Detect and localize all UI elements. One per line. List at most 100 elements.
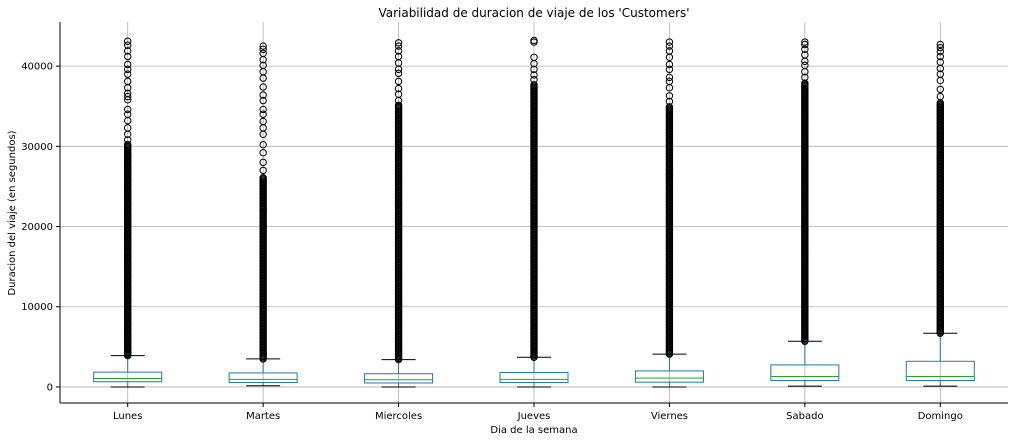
flier: [259, 91, 267, 99]
flier: [936, 70, 944, 78]
y-tick-label: 30000: [21, 142, 53, 153]
flier: [801, 45, 809, 53]
flier: [124, 47, 132, 55]
flier: [259, 166, 267, 175]
flier: [124, 110, 132, 118]
box-sabado: [770, 38, 840, 387]
flier: [530, 53, 538, 61]
box-martes: [228, 42, 298, 387]
box-viernes: [634, 38, 704, 388]
flier: [259, 205, 267, 214]
flier: [259, 117, 267, 126]
box-iqr: [770, 364, 840, 382]
flier: [394, 90, 403, 98]
flier: [259, 105, 267, 114]
x-tick-label: Martes: [246, 411, 280, 422]
flier: [394, 39, 403, 47]
box-iqr: [905, 360, 975, 382]
x-tick-label: Jueves: [517, 411, 551, 422]
flier: [259, 83, 267, 91]
flier: [259, 141, 267, 149]
y-tick-label: 10000: [21, 302, 53, 313]
flier: [124, 41, 132, 49]
flier: [665, 73, 674, 82]
x-tick-label: Sabado: [786, 411, 823, 422]
flier: [259, 173, 267, 182]
flier: [665, 103, 674, 111]
y-axis-label: Duracion del viaje (en segundos): [7, 130, 18, 295]
flier: [801, 73, 809, 82]
flier: [124, 70, 132, 78]
flier: [124, 60, 132, 69]
flier: [124, 124, 132, 132]
flier: [801, 61, 809, 70]
flier: [665, 60, 674, 69]
flier: [530, 36, 538, 45]
y-tick-label: 20000: [21, 222, 53, 233]
flier: [530, 65, 538, 74]
flier: [259, 49, 267, 57]
box-jueves: [499, 36, 569, 388]
flier: [936, 43, 944, 52]
flier: [665, 38, 674, 46]
box-iqr: [499, 372, 569, 384]
box-series: [93, 36, 975, 388]
flier: [394, 69, 403, 78]
chart-title: Variabilidad de duracion de viaje de los…: [378, 6, 689, 20]
flier: [124, 92, 132, 101]
flier: [124, 136, 132, 144]
flier: [394, 42, 403, 50]
flier: [259, 96, 267, 105]
x-axis-label: Dia de la semana: [490, 425, 577, 436]
flier: [936, 47, 944, 56]
flier: [530, 200, 538, 208]
x-tick-label: Domingo: [918, 411, 963, 422]
flier: [124, 52, 132, 61]
flier: [801, 79, 809, 87]
flier: [665, 97, 674, 106]
flier: [259, 42, 267, 50]
flier: [259, 158, 267, 167]
box-miercoles: [364, 39, 434, 388]
flier: [665, 47, 674, 55]
flier: [936, 92, 944, 101]
box-domingo: [905, 40, 975, 387]
flier: [124, 65, 132, 74]
flier: [394, 101, 403, 109]
box-iqr: [364, 373, 434, 384]
flier: [665, 65, 674, 74]
y-tick-label: 0: [47, 382, 53, 393]
flier: [259, 61, 267, 70]
flier: [124, 37, 132, 45]
flier: [665, 170, 674, 179]
flier: [665, 92, 674, 100]
flier: [936, 52, 944, 61]
flier: [394, 52, 403, 61]
flier: [801, 51, 809, 59]
x-tick-label: Miercoles: [375, 411, 422, 422]
flier: [801, 40, 809, 49]
flier: [801, 38, 809, 46]
flier: [394, 200, 403, 208]
flier: [124, 77, 132, 86]
flier: [530, 81, 538, 89]
box-iqr: [93, 371, 163, 383]
flier: [259, 149, 267, 157]
x-tick-label: Lunes: [113, 411, 142, 422]
x-axis-ticks: Lunes Martes Miercoles Jueves Viernes Sabado D…: [113, 403, 963, 422]
x-tick-label: Viernes: [651, 411, 688, 422]
box-iqr: [634, 370, 704, 383]
flier: [124, 89, 132, 98]
flier: [665, 77, 674, 86]
flier: [665, 42, 674, 50]
flier: [124, 105, 132, 114]
flier: [124, 140, 132, 149]
box-lunes: [93, 37, 163, 388]
flier: [936, 58, 944, 66]
box-iqr: [228, 372, 298, 384]
y-tick-label: 40000: [21, 62, 53, 73]
flier: [530, 71, 538, 79]
flier: [259, 110, 267, 118]
flier: [259, 45, 267, 53]
